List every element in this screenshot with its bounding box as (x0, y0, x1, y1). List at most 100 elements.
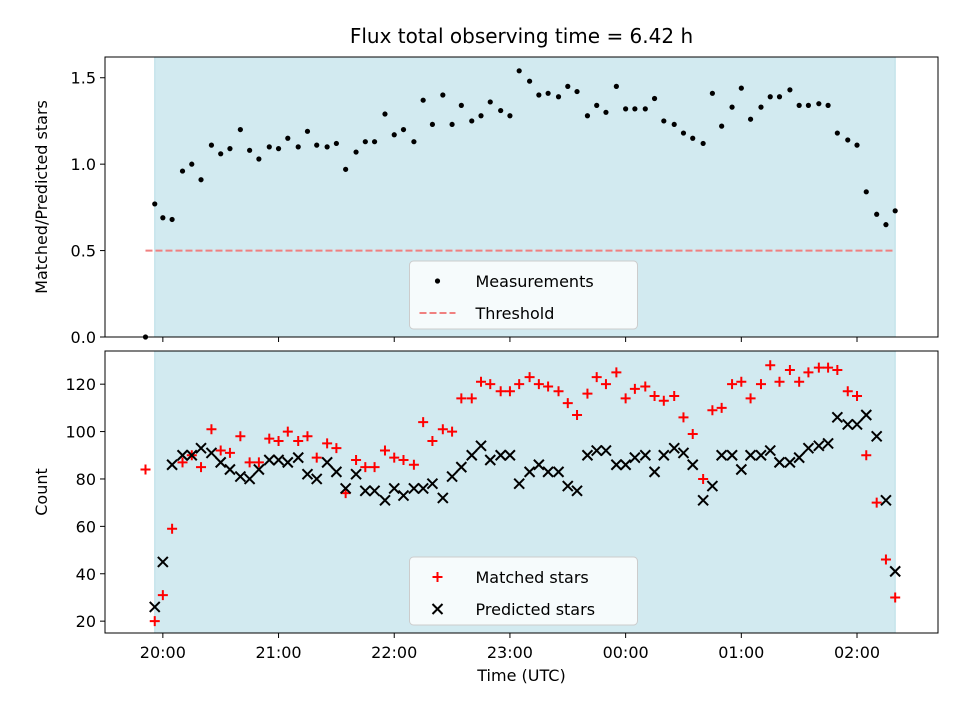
matched-star-point (379, 445, 390, 456)
measurement-point (642, 106, 648, 112)
measurement-point (218, 151, 224, 157)
measurement-point (353, 149, 359, 155)
y-axis-label: Matched/Predicted stars (32, 100, 51, 294)
measurement-point (227, 146, 233, 152)
predicted-star-point (880, 494, 892, 507)
predicted-star-point (523, 466, 536, 478)
matched-star-point (466, 393, 477, 404)
measurement-point (362, 139, 368, 145)
x-axis-label: Time (UTC) (476, 666, 565, 685)
predicted-star-point (466, 449, 478, 461)
matched-star-point (543, 381, 554, 392)
matched-star-point (745, 393, 756, 404)
measurement-point (295, 144, 301, 150)
predicted-star-point (388, 482, 400, 495)
measurement-point (805, 102, 812, 108)
predicted-star-point (571, 485, 583, 497)
matched-star-point (418, 417, 429, 428)
predicted-star-point (455, 461, 468, 473)
predicted-star-point (359, 485, 372, 497)
predicted-star-point (590, 444, 603, 457)
measurement-point (420, 97, 426, 103)
x-tick-label: 02:00 (834, 643, 880, 662)
predicted-star-point (311, 473, 323, 485)
matched-star-point (456, 393, 467, 404)
measurement-point (854, 142, 860, 148)
matched-star-point (736, 376, 747, 387)
matched-star-point (600, 379, 611, 390)
matched-star-point (861, 450, 872, 461)
predicted-star-point (784, 456, 796, 469)
predicted-star-point (157, 556, 169, 568)
measurement-point (651, 95, 658, 102)
measurement-point (343, 166, 349, 172)
predicted-star-point (446, 470, 458, 483)
matched-star-point (157, 590, 168, 601)
measurement-point (603, 109, 609, 115)
predicted-star-point (339, 482, 352, 495)
predicted-star-point (552, 466, 565, 478)
y-tick-label: 120 (65, 375, 96, 394)
predicted-star-point (842, 418, 854, 431)
predicted-star-point (658, 449, 670, 461)
matched-star-point (514, 379, 525, 390)
measurement-point (256, 156, 262, 162)
predicted-star-point (860, 409, 872, 421)
measurement-point (834, 130, 840, 136)
predicted-star-point (600, 444, 612, 457)
axes-frame (104, 56, 939, 338)
predicted-star-point (408, 482, 420, 495)
measurement-point (458, 102, 464, 108)
predicted-star-point (619, 459, 632, 471)
measurement-point (275, 146, 282, 152)
y-tick-label: 80 (76, 470, 96, 489)
predicted-star-point (822, 437, 834, 450)
predicted-star-point (851, 418, 863, 431)
legend: Measurements Threshold (409, 260, 638, 330)
matched-star-point (504, 386, 515, 397)
matched-star-point (196, 462, 207, 473)
matched-star-point (890, 592, 901, 603)
predicted-star-point (813, 440, 825, 452)
predicted-star-point (484, 454, 496, 466)
x-tick-label: 22:00 (371, 643, 417, 662)
matched-star-point (302, 431, 313, 442)
top-panel: 0.0 0.5 1.0 1.5 Matched/Predicted stars Flux … (32, 24, 939, 347)
measurement-point (526, 78, 533, 84)
measurement-point (314, 142, 320, 148)
measurement-point (189, 161, 195, 167)
measurement-point (516, 68, 522, 74)
predicted-star-point (639, 449, 652, 461)
predicted-star-point (726, 449, 738, 461)
matched-star-point (215, 445, 226, 456)
matched-star-point (533, 379, 544, 390)
matched-star-point (476, 376, 487, 387)
predicted-star-point (542, 466, 554, 478)
matched-star-point (553, 386, 564, 397)
matched-star-point (360, 462, 371, 473)
measurement-point (160, 215, 166, 221)
matched-star-point (591, 372, 602, 383)
legend-label: Threshold (475, 304, 555, 323)
matched-star-point (369, 462, 380, 473)
predicted-star-point (475, 440, 487, 452)
matched-star-point (235, 431, 246, 442)
matched-star-point (658, 395, 669, 406)
measurement-point (883, 222, 889, 228)
legend-swatch-matched (432, 572, 443, 582)
measurement-point (469, 118, 475, 124)
matched-star-point (273, 436, 284, 447)
predicted-star-point (437, 492, 449, 504)
predicted-star-point (301, 468, 314, 480)
matched-star-point (140, 464, 151, 475)
predicted-star-point (744, 449, 757, 461)
matched-star-point (485, 379, 496, 390)
predicted-star-point (176, 449, 189, 461)
predicted-star-point (677, 447, 690, 459)
y-tick-label: 40 (76, 565, 96, 584)
measurement-point (498, 107, 504, 114)
y-tick-label: 60 (76, 517, 96, 536)
matched-star-point (253, 457, 264, 468)
x-tick-label: 00:00 (603, 643, 649, 662)
measurement-point (671, 121, 677, 128)
